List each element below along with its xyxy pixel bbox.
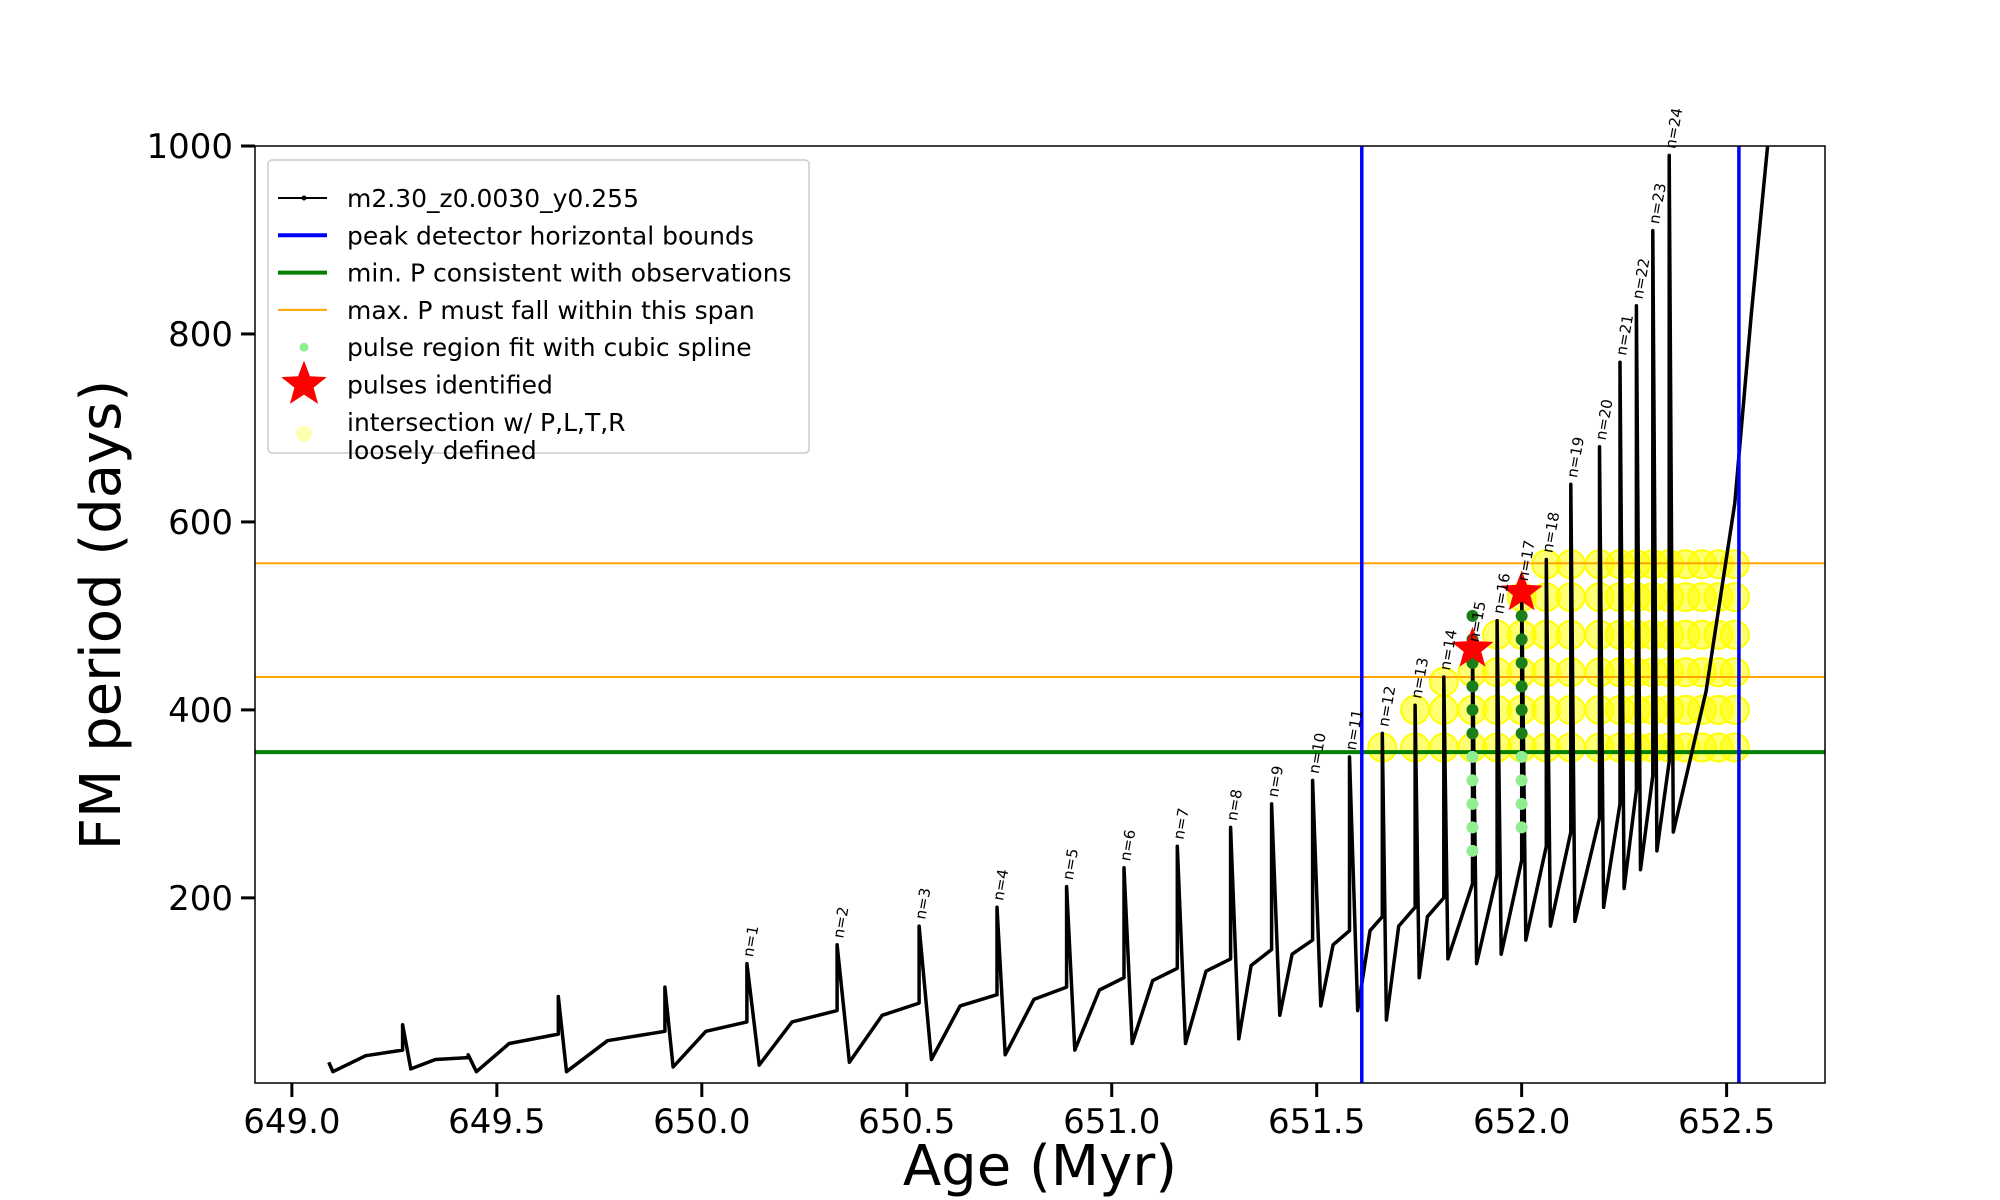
pulse-label: n=23 (1645, 182, 1670, 226)
legend-label: max. P must fall within this span (347, 296, 755, 325)
pulse-label: n=14 (1436, 628, 1461, 672)
data-line (327, 146, 1770, 1074)
pulse-label: n=1 (739, 924, 762, 958)
pulse-label: n=13 (1407, 656, 1432, 700)
y-tick-label: 800 (168, 315, 233, 355)
x-axis-label: Age (Myr) (903, 1134, 1177, 1199)
pulse-point (1515, 821, 1528, 834)
legend-marker (281, 360, 327, 404)
pulse-point (1515, 680, 1528, 693)
plot-frame (254, 145, 1826, 1084)
x-tick-label: 652.5 (1678, 1102, 1775, 1142)
pulse-point (1515, 656, 1528, 669)
pulse-point (1515, 774, 1528, 787)
x-tick-label: 651.0 (1063, 1102, 1160, 1142)
intersection-point (1719, 694, 1750, 725)
pulse-point (1466, 727, 1479, 740)
intersection-point (1719, 619, 1750, 650)
x-tick-label: 649.5 (448, 1102, 545, 1142)
legend-marker-dot (301, 195, 307, 201)
pulse-label: n=2 (829, 905, 852, 939)
pulse-point (1515, 727, 1528, 740)
pulse-point (1466, 750, 1479, 763)
legend-box (267, 159, 810, 454)
x-tick-label: 650.0 (653, 1102, 750, 1142)
y-tick-label: 1000 (146, 127, 233, 167)
y-axis-label: FM period (days) (69, 380, 134, 850)
pulse-label: n=17 (1514, 539, 1539, 583)
legend-label: intersection w/ P,L,T,R loosely defined (347, 408, 626, 465)
pulse-point (1466, 774, 1479, 787)
pulse-label: n=21 (1612, 313, 1637, 357)
pulse-star (1451, 626, 1494, 667)
pulse-point (1515, 703, 1528, 716)
legend-label: pulses identified (347, 371, 553, 400)
plot-area (255, 146, 1825, 1083)
pulse-label: n=3 (911, 886, 934, 920)
pulse-label: n=22 (1629, 257, 1654, 301)
pulse-star (1500, 570, 1543, 611)
legend-marker (299, 342, 309, 352)
pulse-label: n=19 (1563, 435, 1588, 479)
intersection-point (1719, 732, 1750, 763)
pulse-point (1515, 797, 1528, 810)
pulse-label: n=6 (1116, 828, 1139, 862)
pulse-label: n=4 (989, 868, 1012, 902)
pulse-label: n=24 (1661, 106, 1686, 150)
x-tick-label: 650.5 (858, 1102, 955, 1142)
intersection-point (1719, 657, 1750, 688)
pulse-point (1515, 609, 1528, 622)
pulse-point (1466, 844, 1479, 857)
legend-label: min. P consistent with observations (347, 259, 792, 288)
pulse-point (1466, 609, 1479, 622)
pulse-label: n=5 (1059, 847, 1082, 881)
legend-label: m2.30_z0.0030_y0.255 (347, 184, 639, 213)
pulse-label: n=9 (1264, 764, 1287, 798)
pulse-point (1515, 633, 1528, 646)
y-tick-label: 200 (168, 879, 233, 919)
pulse-label: n=12 (1374, 684, 1399, 728)
legend-label: pulse region fit with cubic spline (347, 333, 752, 362)
legend-marker (296, 425, 312, 442)
pulse-label: n=8 (1223, 788, 1246, 822)
pulse-label: n=18 (1538, 511, 1563, 555)
pulse-point (1466, 703, 1479, 716)
pulse-label: n=10 (1305, 731, 1330, 775)
x-tick-label: 649.0 (243, 1102, 340, 1142)
intersection-point (1719, 582, 1750, 613)
pulse-point (1466, 680, 1479, 693)
legend-label: peak detector horizontal bounds (347, 221, 754, 250)
x-tick-label: 652.0 (1473, 1102, 1570, 1142)
pulse-point (1466, 797, 1479, 810)
y-tick-label: 400 (168, 691, 233, 731)
pulse-label: n=20 (1592, 398, 1617, 442)
y-tick-label: 600 (168, 503, 233, 543)
x-tick-label: 651.5 (1268, 1102, 1365, 1142)
pulse-point (1466, 821, 1479, 834)
pulse-point (1515, 750, 1528, 763)
pulse-label: n=7 (1170, 807, 1193, 841)
